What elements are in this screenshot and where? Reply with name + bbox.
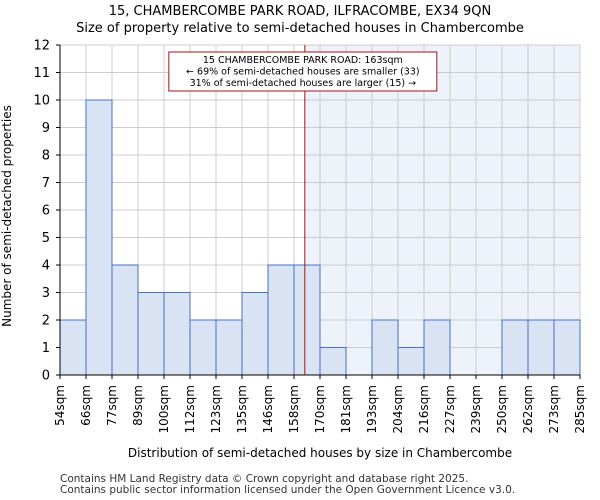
x-tick-label: 170sqm: [313, 385, 327, 433]
annotation-box: [168, 51, 438, 92]
bar: [137, 292, 165, 376]
chart-subtitle: Size of property relative to semi-detach…: [76, 21, 524, 36]
y-tick-label: 0: [42, 369, 50, 384]
chart-title: 15, CHAMBERCOMBE PARK ROAD, ILFRACOMBE, …: [108, 4, 492, 19]
y-tick-label: 6: [42, 204, 50, 219]
bar: [397, 347, 425, 376]
x-tick-label: 135sqm: [235, 385, 249, 433]
x-axis-label: Distribution of semi-detached houses by …: [128, 446, 512, 460]
bar: [267, 264, 295, 376]
bar: [59, 319, 87, 376]
bar: [163, 292, 191, 376]
y-tick-label: 5: [42, 231, 50, 246]
y-tick-label: 1: [42, 341, 50, 356]
x-tick-label: 204sqm: [391, 385, 405, 433]
x-tick-label: 216sqm: [417, 385, 431, 433]
x-tick-label: 273sqm: [547, 385, 561, 433]
x-tick-label: 239sqm: [469, 385, 483, 433]
y-tick-label: 11: [33, 66, 50, 81]
bar: [501, 319, 529, 376]
y-tick-label: 8: [42, 149, 50, 164]
bar: [319, 347, 347, 376]
y-axis-label: Number of semi-detached properties: [0, 105, 14, 327]
footer-licence: Contains public sector information licen…: [60, 484, 516, 496]
y-tick-label: 7: [42, 176, 50, 191]
y-tick-label: 9: [42, 121, 50, 136]
x-tick-label: 193sqm: [365, 385, 379, 433]
x-tick-label: 54sqm: [53, 385, 67, 426]
bar: [111, 264, 139, 376]
x-tick-label: 181sqm: [339, 385, 353, 433]
annotation-line: 15 CHAMBERCOMBE PARK ROAD: 163sqm: [203, 55, 403, 66]
x-tick-label: 285sqm: [573, 385, 587, 433]
bar: [527, 319, 555, 376]
y-tick-label: 3: [42, 286, 50, 301]
x-tick-label: 158sqm: [287, 385, 301, 433]
x-tick-label: 250sqm: [495, 385, 509, 433]
annotation-line: 31% of semi-detached houses are larger (…: [190, 78, 417, 89]
bar: [423, 319, 451, 376]
x-tick-label: 262sqm: [521, 385, 535, 433]
y-tick-label: 12: [33, 39, 50, 54]
bar: [215, 319, 243, 376]
x-tick-label: 227sqm: [443, 385, 457, 433]
x-tick-label: 146sqm: [261, 385, 275, 433]
footer-copyright: Contains HM Land Registry data © Crown c…: [60, 473, 469, 485]
x-tick-label: 89sqm: [131, 385, 145, 426]
y-tick-label: 4: [42, 259, 50, 274]
y-tick-label: 10: [33, 94, 50, 109]
x-tick-label: 66sqm: [79, 385, 93, 426]
x-tick-label: 100sqm: [157, 385, 171, 433]
x-tick-label: 123sqm: [209, 385, 223, 433]
bar: [85, 99, 113, 376]
x-tick-label: 112sqm: [183, 385, 197, 433]
bar: [241, 292, 269, 376]
bar: [371, 319, 399, 376]
bar: [189, 319, 217, 376]
bar: [553, 319, 581, 376]
annotation-line: ← 69% of semi-detached houses are smalle…: [186, 67, 420, 78]
bar: [293, 264, 321, 376]
x-tick-label: 77sqm: [105, 385, 119, 426]
y-tick-label: 2: [42, 314, 50, 329]
